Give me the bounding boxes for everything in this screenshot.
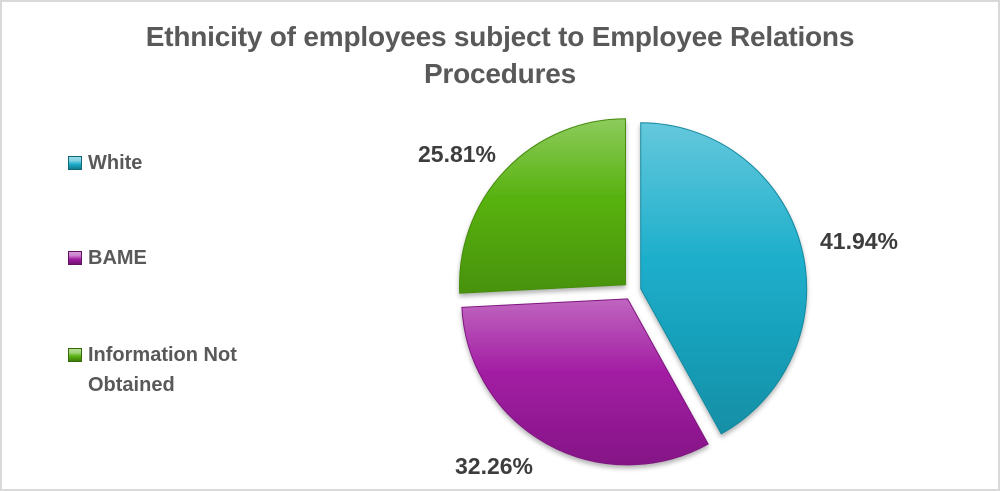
chart-title: Ethnicity of employees subject to Employ…	[145, 21, 855, 89]
legend-item-information-not-obtained: Information Not Obtained	[68, 340, 266, 400]
legend-marker-information-not-obtained-icon	[68, 348, 82, 362]
data-label-bame: 32.26%	[455, 453, 534, 479]
pie-slice-white	[640, 122, 808, 435]
pie-slice-bame	[461, 298, 709, 466]
legend-label-bame: BAME	[88, 247, 147, 269]
legend-marker-white-icon	[68, 156, 82, 170]
legend-marker-bame-icon	[68, 251, 82, 265]
legend-item-white: White	[68, 148, 142, 178]
data-label-information-not-obtained: 25.81%	[418, 141, 497, 167]
legend-item-bame: BAME	[68, 243, 147, 273]
legend-label-white: White	[88, 152, 143, 174]
data-label-white: 41.94%	[820, 228, 899, 254]
legend-label-information-not-obtained: Information Not Obtained	[88, 344, 237, 396]
chart-legend: White BAME Information Not Obtained	[68, 0, 308, 491]
pie-slice-information-not-obtained	[458, 118, 626, 294]
